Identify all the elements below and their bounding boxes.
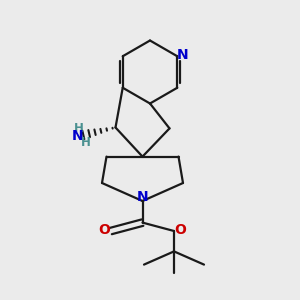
Text: H: H [74, 122, 84, 136]
Text: N: N [177, 48, 188, 62]
Text: O: O [175, 223, 187, 237]
Text: H: H [81, 136, 91, 149]
Text: O: O [98, 223, 110, 237]
Text: N: N [72, 129, 83, 143]
Text: N: N [137, 190, 148, 204]
